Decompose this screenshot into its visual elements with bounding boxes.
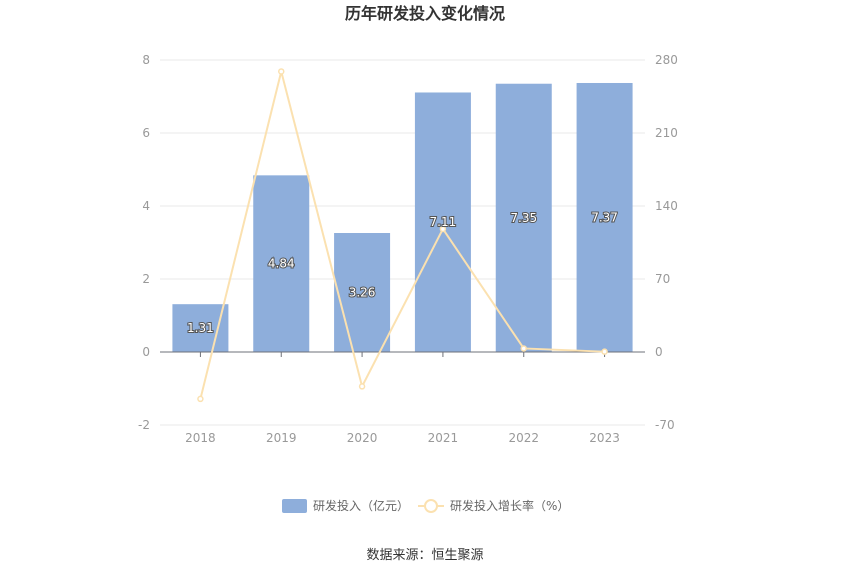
- y-right-tick-label: 140: [655, 199, 678, 213]
- bar-value-label-2023: 7.37: [591, 210, 618, 224]
- bar-value-label-2018: 1.31: [187, 321, 214, 335]
- bar-value-label-2022: 7.35: [510, 211, 537, 225]
- y-right-tick-label: 0: [655, 345, 663, 359]
- growth-point-2022: [520, 345, 527, 352]
- y-right-tick-label: 210: [655, 126, 678, 140]
- legend-line-label: 研发投入增长率（%）: [450, 498, 569, 513]
- legend-item-line[interactable]: 研发投入增长率（%）: [418, 498, 569, 513]
- source-note: 数据来源：恒生聚源: [366, 548, 483, 563]
- legend-line-marker: [424, 499, 438, 513]
- y-right-tick-label: -70: [655, 418, 675, 432]
- x-tick-label-2021: 2021: [428, 431, 459, 445]
- x-tick-label-2018: 2018: [185, 431, 216, 445]
- line-series: [197, 68, 608, 403]
- x-tick-label-2023: 2023: [589, 431, 620, 445]
- bar-2022: [495, 83, 552, 352]
- bar-2019: [253, 175, 310, 352]
- bar-value-label-2020: 3.26: [349, 286, 376, 300]
- growth-point-2021: [439, 225, 447, 233]
- growth-point-2023: [601, 348, 608, 355]
- y-right-tick-label: 70: [655, 272, 670, 286]
- x-tick-label-2020: 2020: [347, 431, 378, 445]
- legend-bar-swatch: [282, 499, 307, 513]
- bar-2020: [334, 233, 391, 352]
- data-labels: 1.31 4.84 3.26 7.11 7.35 7.37: [186, 209, 619, 336]
- legend-bar-label: 研发投入（亿元）: [313, 498, 409, 513]
- bar-2018: [172, 304, 229, 352]
- y-left-tick-label: 6: [142, 126, 150, 140]
- grid-lines: [160, 59, 645, 426]
- bar-2023: [576, 82, 633, 353]
- legend: 研发投入（亿元） 研发投入增长率（%）: [282, 498, 569, 513]
- bar-value-label-2019: 4.84: [268, 257, 295, 271]
- x-tick-label-2022: 2022: [508, 431, 539, 445]
- legend-item-bar[interactable]: 研发投入（亿元）: [282, 498, 409, 513]
- chart-title: 历年研发投入变化情况: [345, 4, 505, 23]
- y-left-tick-label: 4: [142, 199, 150, 213]
- y-left-tick-label: 8: [142, 53, 150, 67]
- bar-series: [172, 82, 633, 353]
- axes: -2 0 2 4 6 8 -70 0 70 140 210 280 2018 2019 2020 2021 20…: [138, 53, 678, 445]
- growth-rate-line: [199, 71, 605, 400]
- y-left-tick-label: 0: [142, 345, 150, 359]
- y-left-tick-label: -2: [138, 418, 150, 432]
- bar-2021: [414, 92, 471, 353]
- growth-point-2018: [197, 395, 204, 403]
- x-tick-label-2019: 2019: [266, 431, 297, 445]
- growth-point-2019: [278, 68, 285, 75]
- y-right-tick-label: 280: [655, 53, 678, 67]
- growth-point-2020: [358, 383, 366, 390]
- y-left-tick-label: 2: [142, 272, 150, 286]
- bar-value-label-2021: 7.11: [430, 215, 457, 229]
